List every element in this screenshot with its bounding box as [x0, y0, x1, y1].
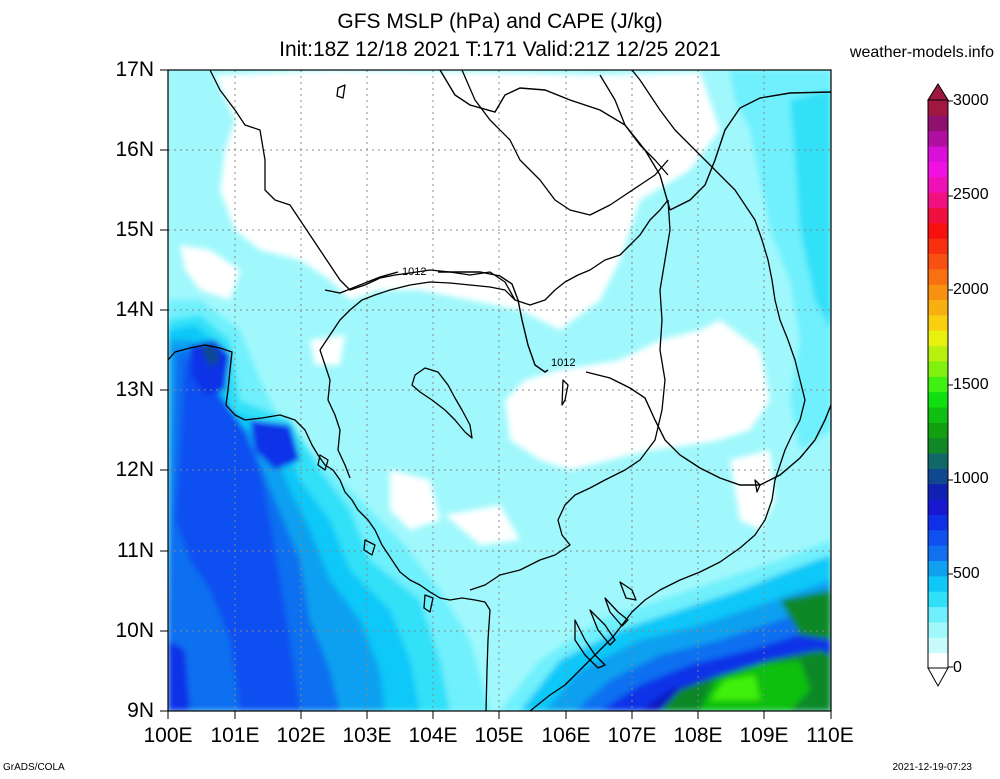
- lon-label: 106E: [541, 724, 591, 747]
- colorbar-band: [928, 207, 948, 224]
- colorbar-band: [928, 299, 948, 316]
- colorbar-band: [928, 391, 948, 408]
- colorbar-band: [928, 545, 948, 562]
- colorbar-band: [928, 422, 948, 439]
- lon-label: 105E: [474, 724, 524, 747]
- lon-label: 110E: [806, 724, 854, 747]
- lat-label: 11N: [117, 539, 154, 562]
- lon-label: 104E: [408, 724, 458, 747]
- software-credit: GrADS/COLA: [3, 762, 65, 773]
- colorbar-band: [928, 130, 948, 147]
- colorbar-band: [928, 437, 948, 454]
- colorbar-band: [928, 606, 948, 623]
- colorbar-band: [928, 268, 948, 285]
- cape-field: [168, 70, 831, 711]
- colorbar-band: [928, 284, 948, 301]
- colorbar-band: [928, 560, 948, 577]
- lat-label: 17N: [115, 58, 154, 81]
- lat-label: 15N: [115, 218, 154, 241]
- colorbar-band: [928, 345, 948, 362]
- isobars: [324, 70, 831, 486]
- colorbar-label: 0: [953, 659, 962, 676]
- colorbar-band: [928, 146, 948, 162]
- colorbar-band: [928, 575, 948, 592]
- colorbar-band: [928, 100, 948, 116]
- lon-label: 101E: [210, 724, 260, 747]
- colorbar-band: [928, 483, 948, 500]
- colorbar-band: [928, 161, 948, 178]
- colorbar-band: [928, 253, 948, 270]
- colorbar-band: [928, 621, 948, 638]
- lon-label: 108E: [673, 724, 723, 747]
- colorbar-label: 1000: [953, 470, 989, 487]
- colorbar-band: [928, 468, 948, 485]
- colorbar-band: [928, 176, 948, 193]
- colorbar-band: [928, 376, 948, 393]
- colorbar-band: [928, 330, 948, 347]
- lat-label: 12N: [115, 458, 154, 481]
- lon-label: 103E: [342, 724, 392, 747]
- colorbar-label: 2500: [953, 186, 989, 203]
- site-credit: weather-models.info: [849, 44, 994, 61]
- colorbar-band: [928, 652, 948, 668]
- isobar-label: 1012: [551, 357, 575, 369]
- colorbar-band: [928, 407, 948, 423]
- colorbar-band: [928, 591, 948, 608]
- lat-label: 9N: [127, 699, 154, 722]
- colorbar-label: 3000: [953, 92, 989, 109]
- lat-label: 16N: [115, 138, 154, 161]
- generation-timestamp: 2021-12-19-07:23: [892, 762, 972, 773]
- colorbar: [927, 83, 953, 688]
- lon-label: 107E: [607, 724, 657, 747]
- chart-title: GFS MSLP (hPa) and CAPE (J/kg): [337, 10, 663, 33]
- coastlines-borders: [168, 70, 806, 711]
- chart-subtitle: Init:18Z 12/18 2021 T:171 Valid:21Z 12/2…: [279, 38, 721, 61]
- colorbar-band: [928, 238, 948, 255]
- lon-label: 109E: [739, 724, 789, 747]
- colorbar-label: 2000: [953, 281, 989, 298]
- colorbar-band: [928, 314, 948, 331]
- colorbar-band: [928, 637, 948, 654]
- colorbar-label: 500: [953, 565, 980, 582]
- axis-ticks: [160, 69, 832, 719]
- lon-label: 100E: [143, 724, 193, 747]
- colorbar-band: [928, 192, 948, 208]
- colorbar-band: [928, 453, 948, 469]
- lat-label: 14N: [115, 298, 154, 321]
- colorbar-band: [928, 529, 948, 546]
- isobar-label: 1012: [402, 266, 426, 278]
- lat-label: 13N: [115, 378, 154, 401]
- colorbar-band: [928, 222, 948, 239]
- graticule: [168, 70, 831, 711]
- colorbar-min-arrow: [927, 667, 949, 688]
- colorbar-label: 1500: [953, 376, 989, 393]
- colorbar-band: [928, 514, 948, 531]
- colorbar-max-arrow: [927, 83, 949, 101]
- colorbar-band: [928, 115, 948, 132]
- colorbar-band: [928, 360, 948, 377]
- lon-label: 102E: [276, 724, 326, 747]
- colorbar-band: [928, 499, 948, 515]
- lat-label: 10N: [115, 619, 154, 642]
